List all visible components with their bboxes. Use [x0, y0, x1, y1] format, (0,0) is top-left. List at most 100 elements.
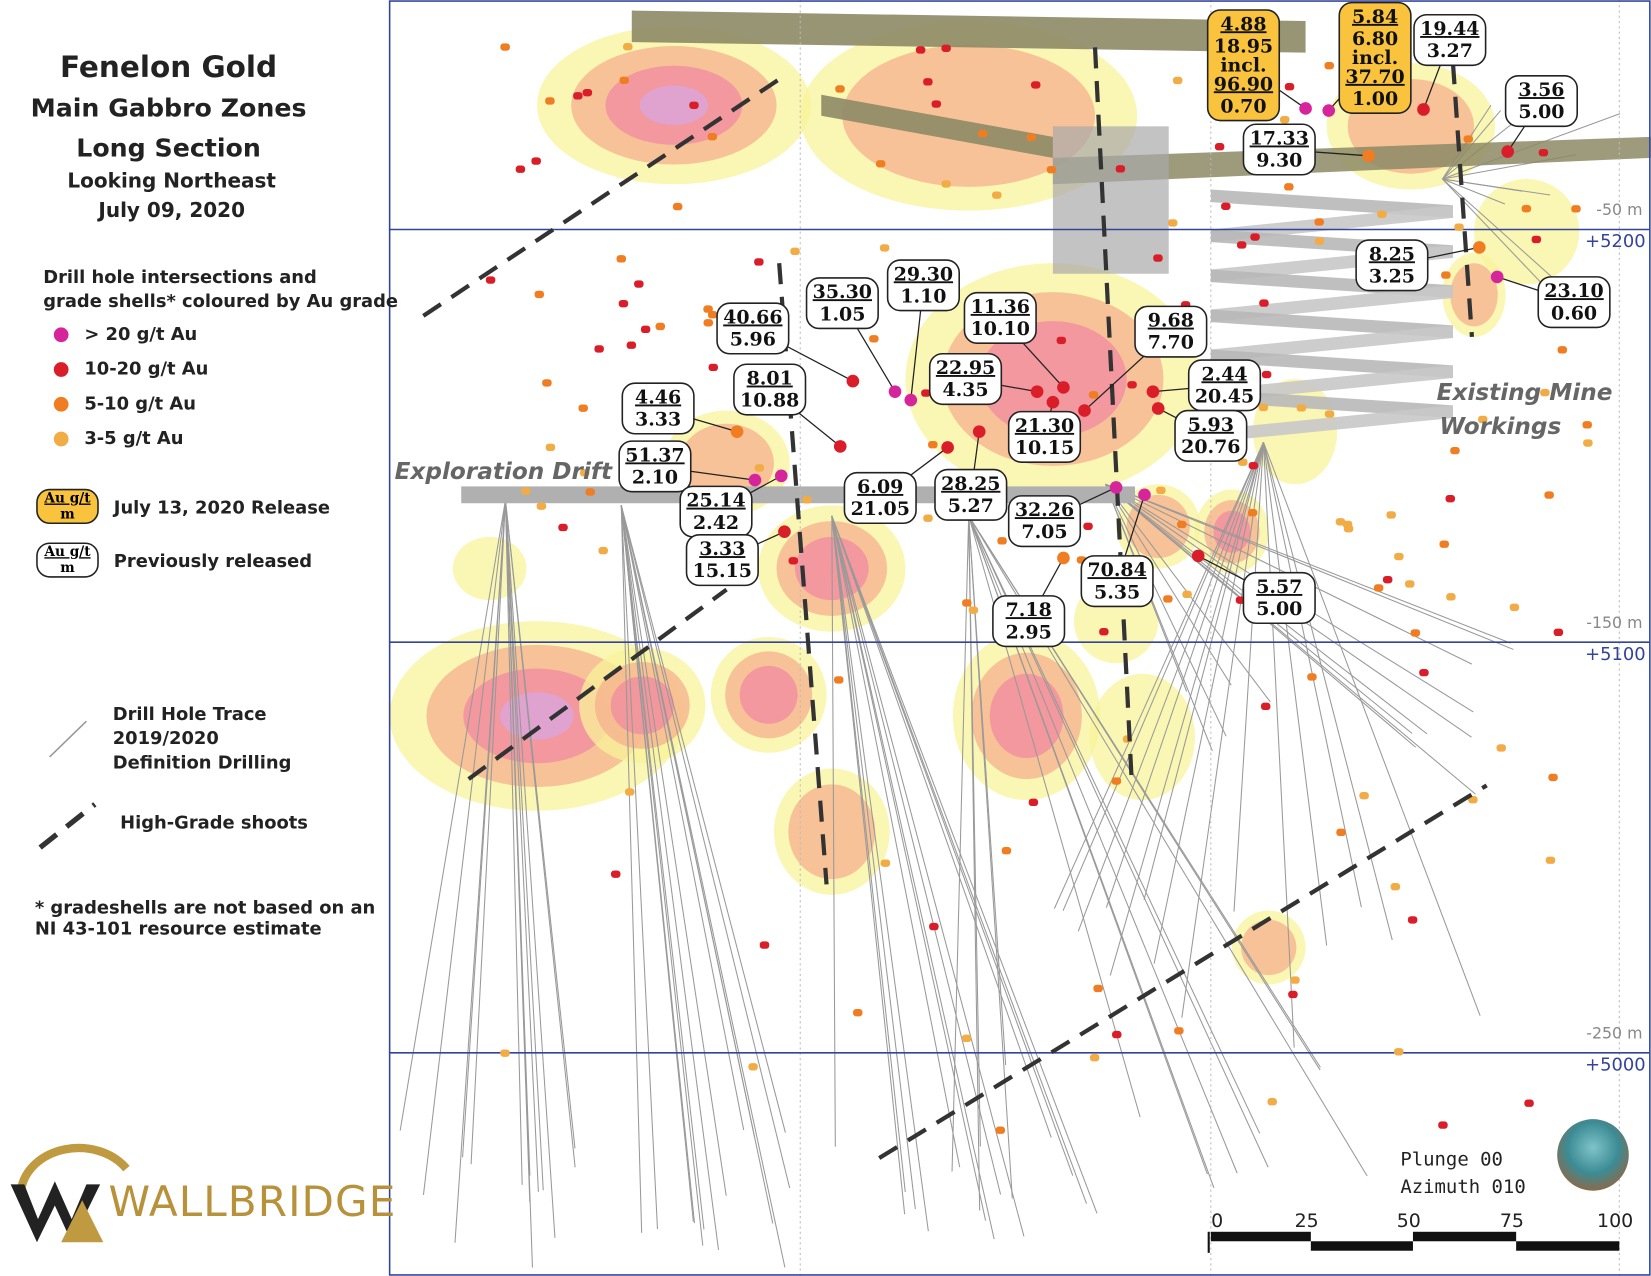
assay-point [1260, 702, 1271, 711]
intersection-dot [941, 441, 954, 454]
intersection-callout: 28.255.27 [934, 425, 1008, 521]
drill-trace [1233, 442, 1264, 912]
scale-segment [1516, 1241, 1620, 1251]
title: Fenelon Gold [60, 50, 277, 84]
callout-value: 6.80 [1352, 28, 1398, 50]
drill-trace [504, 500, 531, 1203]
assay-point [875, 160, 886, 168]
assay-point [1324, 410, 1335, 418]
assay-point [968, 606, 979, 614]
callout-box [716, 302, 790, 355]
assay-point [961, 1034, 972, 1042]
scale-segment [1310, 1241, 1413, 1251]
footnote: * gradeshells are not based on an [35, 898, 375, 919]
assay-point [1088, 391, 1099, 399]
callout-value: 7.70 [1148, 332, 1194, 354]
assay-point [578, 404, 588, 412]
intersection-dot [846, 374, 860, 388]
assay-point [579, 469, 590, 477]
intersection-callout: 40.665.96 [716, 302, 860, 388]
assay-point [1450, 446, 1460, 455]
callout-value: 9.68 [1148, 310, 1194, 332]
assay-point [545, 97, 555, 105]
callout-box [1206, 9, 1281, 122]
drill-trace [1143, 442, 1264, 900]
callout-value: 5.57 [1256, 576, 1302, 598]
intersection-dot [1030, 385, 1044, 398]
intersection-dot [1362, 149, 1376, 163]
assay-point [1167, 219, 1178, 227]
intersection-callout: 32.267.05 [1007, 481, 1123, 548]
drill-trace [1442, 178, 1543, 284]
assay-point [880, 859, 891, 867]
drill-trace [831, 515, 836, 1147]
assay-point [1089, 1053, 1100, 1062]
callout-value: 17.33 [1250, 127, 1309, 149]
drill-trace [1109, 442, 1264, 976]
callout-value: 20.76 [1181, 436, 1240, 458]
drill-trace [1105, 483, 1514, 650]
callout-value: 3.56 [1518, 79, 1564, 101]
callout-value: 51.37 [625, 444, 684, 466]
assay-point [536, 502, 547, 510]
assay-point [992, 191, 1002, 199]
assay-point [790, 247, 800, 256]
assay-point [1238, 458, 1248, 466]
assay-point [1336, 828, 1346, 837]
legend-dot [53, 327, 69, 343]
subtitle: July 09, 2020 [96, 198, 245, 222]
assay-point [521, 487, 531, 495]
assay-point [1153, 254, 1163, 262]
intersection-dot [730, 425, 744, 438]
callout-box [1242, 571, 1316, 625]
drill-trace [831, 515, 1002, 1195]
intersection-dot [1138, 488, 1151, 502]
assay-point [788, 557, 799, 565]
assay-point [1441, 271, 1451, 279]
callout-value: 0.70 [1220, 95, 1266, 117]
assay-point [1112, 1030, 1122, 1039]
subtitle: Looking Northeast [67, 169, 276, 193]
intersection-callout: 7.182.95 [992, 551, 1070, 648]
scale-segment [1210, 1231, 1311, 1242]
callout-box [1007, 495, 1082, 548]
assay-point [1454, 223, 1464, 231]
assay-point [1182, 590, 1192, 599]
intersection-callout: 29.301.10 [886, 259, 960, 407]
assay-point [1446, 593, 1456, 601]
assay-point [542, 379, 552, 387]
callout-box [805, 277, 879, 330]
legend-grade-label: 10-20 g/t Au [84, 359, 208, 380]
legend-shoot [38, 802, 97, 850]
assay-point [500, 1049, 510, 1057]
ramp [1210, 189, 1453, 218]
assay-point [634, 280, 644, 288]
legend-previous: Previously released [114, 551, 312, 572]
callout-value: 22.95 [936, 357, 995, 379]
drill-trace [831, 515, 916, 1210]
callout-value: 29.30 [894, 263, 953, 285]
intersection-dot [1078, 404, 1091, 417]
map-frame [388, 0, 1651, 1276]
callout-value: 23.10 [1544, 280, 1603, 302]
drill-trace [620, 505, 786, 1268]
ramp [1210, 325, 1453, 363]
assay-point [1394, 1048, 1404, 1056]
callout-box [963, 291, 1037, 345]
assay-point [754, 258, 764, 266]
intersection-dot [904, 393, 918, 407]
assay-point [640, 325, 651, 334]
callout-value: 11.36 [971, 296, 1030, 318]
intersection-callout: 70.845.35 [1080, 488, 1154, 608]
legend-box-label: m [60, 560, 75, 576]
intersection-dot [1322, 104, 1336, 117]
intersection-dot [1299, 102, 1312, 115]
assay-point [1093, 984, 1103, 993]
callout-value: 2.95 [1006, 621, 1052, 643]
scale-label: 75 [1500, 1210, 1524, 1232]
assay-point [962, 599, 972, 607]
drill-trace [1053, 441, 1264, 909]
grade-shell [989, 673, 1064, 759]
